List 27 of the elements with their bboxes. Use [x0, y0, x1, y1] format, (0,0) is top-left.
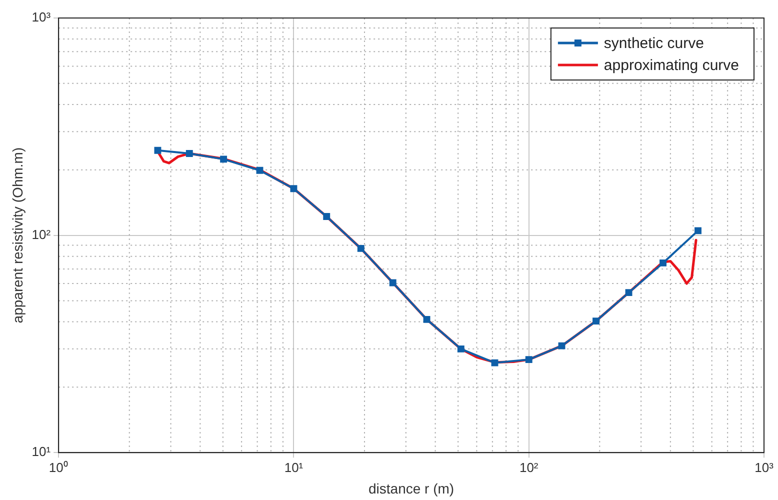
point	[660, 259, 666, 266]
point	[625, 289, 632, 296]
point	[220, 156, 228, 163]
point	[256, 166, 264, 174]
point	[290, 185, 298, 192]
legend-label: approximating curve	[604, 57, 740, 74]
point	[491, 359, 498, 366]
point	[558, 342, 566, 350]
y-axis-title: apparent resistivity (Ohm.m)	[9, 147, 26, 324]
legend-label: synthetic curve	[604, 35, 704, 52]
y-tick-label: 10³	[32, 10, 52, 25]
point	[694, 227, 702, 234]
x-tick-label: 10¹	[284, 460, 304, 475]
point	[154, 146, 162, 154]
x-tick-label: 10⁰	[48, 460, 68, 475]
x-tick-label: 10³	[754, 460, 774, 475]
point	[592, 318, 600, 325]
x-tick-label: 10²	[519, 460, 539, 475]
y-tick-label: 10¹	[32, 444, 52, 460]
point	[323, 213, 330, 220]
point	[525, 356, 532, 364]
point	[457, 345, 464, 352]
x-axis-title: distance r (m)	[368, 480, 454, 496]
point	[423, 316, 430, 323]
y-tick-label: 10²	[32, 226, 52, 242]
point	[357, 244, 364, 252]
point	[389, 279, 396, 286]
